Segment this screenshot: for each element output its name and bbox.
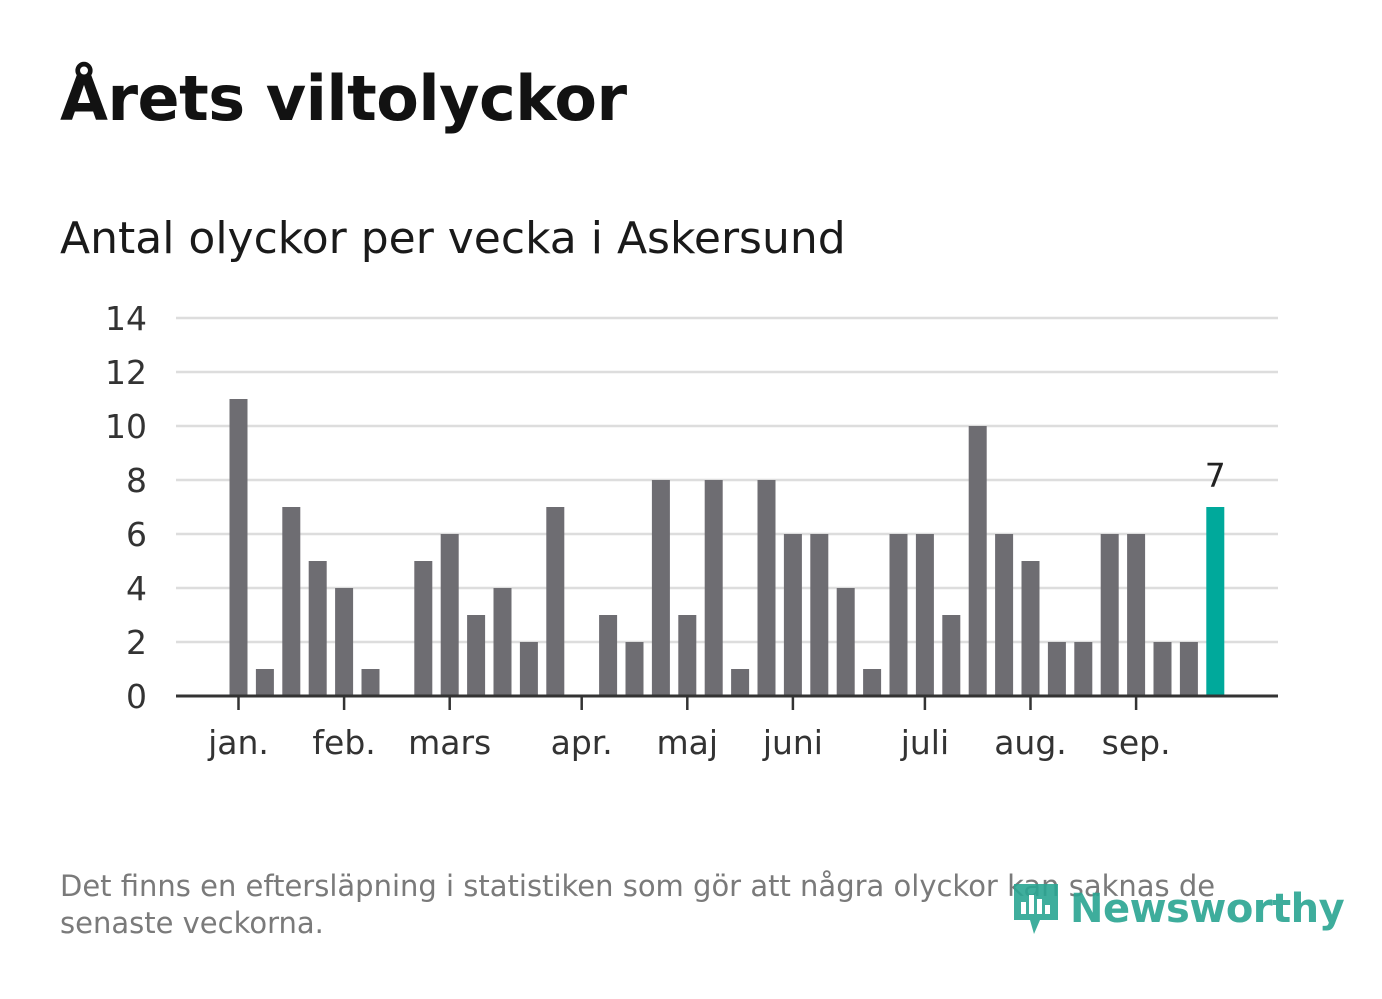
bar <box>995 534 1014 696</box>
y-tick-label: 12 <box>105 353 147 392</box>
x-tick-label: apr. <box>551 723 613 762</box>
bar <box>1179 642 1198 696</box>
bar <box>757 480 776 696</box>
newsworthy-chart-icon <box>1010 880 1062 938</box>
newsworthy-logo-text: Newsworthy <box>1070 886 1345 932</box>
bar <box>1127 534 1146 696</box>
y-tick-label: 14 <box>105 299 147 338</box>
y-tick-label: 0 <box>126 677 147 716</box>
x-tick-label: aug. <box>994 723 1067 762</box>
bar <box>915 534 934 696</box>
x-tick-label: juli <box>900 723 949 762</box>
bars <box>229 399 1225 696</box>
bar <box>546 507 565 696</box>
bar <box>1153 642 1172 696</box>
bar <box>783 534 802 696</box>
bar <box>255 669 274 696</box>
x-tick-label: mars <box>408 723 491 762</box>
y-tick-label: 2 <box>126 623 147 662</box>
bar <box>731 669 750 696</box>
bar <box>810 534 829 696</box>
bar <box>308 561 327 696</box>
bar <box>889 534 908 696</box>
highlight-value-label: 7 <box>1205 456 1226 495</box>
bar <box>678 615 697 696</box>
bar <box>599 615 618 696</box>
y-axis-ticks: 0 2 4 6 8 10 12 14 <box>105 299 147 716</box>
newsworthy-logo: Newsworthy <box>1010 876 1345 942</box>
bar <box>361 669 380 696</box>
bar <box>1074 642 1093 696</box>
bar <box>467 615 486 696</box>
y-tick-label: 8 <box>126 461 147 500</box>
bar <box>863 669 882 696</box>
x-tick-label: juni <box>762 723 823 762</box>
x-axis-ticks: jan. feb. mars apr. maj juni juli aug. sep. <box>207 696 1171 762</box>
bar <box>519 642 538 696</box>
bar <box>1021 561 1040 696</box>
bar <box>651 480 670 696</box>
bar <box>836 588 855 696</box>
bar <box>625 642 644 696</box>
chart-subtitle: Antal olyckor per vecka i Askersund <box>60 213 846 264</box>
y-tick-label: 6 <box>126 515 147 554</box>
grid-lines <box>176 316 1278 644</box>
bar <box>942 615 961 696</box>
bar <box>493 588 512 696</box>
y-tick-label: 4 <box>126 569 147 608</box>
bar <box>414 561 433 696</box>
chart-title: Årets viltolyckor <box>60 62 627 135</box>
bar <box>968 426 987 696</box>
bar <box>229 399 248 696</box>
x-tick-label: maj <box>657 723 719 762</box>
bar-highlight <box>1206 507 1225 696</box>
x-tick-label: feb. <box>312 723 375 762</box>
bar <box>282 507 301 696</box>
bar <box>1100 534 1119 696</box>
bar <box>335 588 354 696</box>
y-tick-label: 10 <box>105 407 147 446</box>
bar <box>1047 642 1066 696</box>
bar <box>440 534 459 696</box>
bar <box>704 480 723 696</box>
x-tick-label: jan. <box>207 723 269 762</box>
x-tick-label: sep. <box>1102 723 1171 762</box>
